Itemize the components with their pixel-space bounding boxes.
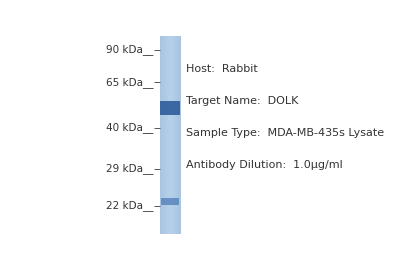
Bar (166, 36, 167, 234)
Bar (162, 36, 163, 234)
Bar (162, 36, 163, 234)
Text: 65 kDa__: 65 kDa__ (106, 77, 154, 88)
Bar (161, 36, 162, 234)
Bar (169, 36, 170, 234)
Bar (167, 36, 168, 234)
Bar (170, 36, 171, 234)
Text: 40 kDa__: 40 kDa__ (106, 122, 154, 133)
Bar (162, 36, 163, 234)
Bar (160, 36, 161, 234)
Bar (173, 36, 174, 234)
Bar (176, 36, 177, 234)
Bar (166, 36, 167, 234)
Bar (164, 36, 165, 234)
Bar (173, 36, 174, 234)
Bar (171, 36, 172, 234)
Bar (174, 36, 175, 234)
Bar (165, 36, 166, 234)
Bar (169, 36, 170, 234)
Bar (175, 36, 176, 234)
Text: Antibody Dilution:  1.0µg/ml: Antibody Dilution: 1.0µg/ml (186, 160, 343, 170)
Bar (163, 36, 164, 234)
Bar (164, 36, 165, 234)
Bar (177, 36, 178, 234)
Bar (172, 36, 173, 234)
Bar (165, 36, 166, 234)
Bar (171, 36, 172, 234)
Bar (178, 36, 179, 234)
Bar (160, 101, 180, 115)
Bar (167, 36, 168, 234)
Bar (179, 36, 180, 234)
Bar (170, 36, 171, 234)
Text: 22 kDa__: 22 kDa__ (106, 200, 154, 211)
Bar (168, 36, 169, 234)
Bar (163, 36, 164, 234)
Bar (164, 36, 165, 234)
Bar (167, 36, 168, 234)
Bar (178, 36, 179, 234)
Text: 90 kDa__: 90 kDa__ (106, 44, 154, 55)
Text: Sample Type:  MDA-MB-435s Lysate: Sample Type: MDA-MB-435s Lysate (186, 128, 384, 138)
Bar (161, 36, 162, 234)
Bar (172, 36, 173, 234)
Bar (169, 36, 170, 234)
Bar (173, 36, 174, 234)
Bar (168, 36, 169, 234)
Bar (161, 198, 179, 205)
Text: Host:  Rabbit: Host: Rabbit (186, 64, 258, 74)
Text: 29 kDa__: 29 kDa__ (106, 163, 154, 174)
Bar (176, 36, 177, 234)
Bar (177, 36, 178, 234)
Bar (174, 36, 175, 234)
Bar (179, 36, 180, 234)
Text: Target Name:  DOLK: Target Name: DOLK (186, 96, 299, 106)
Bar (160, 36, 161, 234)
Bar (166, 36, 167, 234)
Bar (175, 36, 176, 234)
Bar (171, 36, 172, 234)
Bar (160, 36, 161, 234)
